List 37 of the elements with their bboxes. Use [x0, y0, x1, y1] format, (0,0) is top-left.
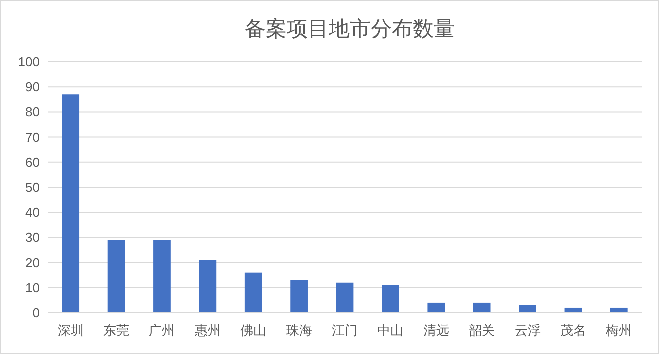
- y-tick-label: 10: [26, 280, 40, 296]
- y-tick-label: 60: [26, 154, 40, 170]
- bar: [519, 305, 536, 313]
- bar: [244, 272, 262, 313]
- x-tick-label: 梅州: [605, 323, 632, 338]
- x-tick-label: 云浮: [514, 323, 541, 338]
- y-tick-label: 90: [26, 80, 40, 95]
- x-tick-label: 东莞: [104, 323, 130, 338]
- x-tick-label: 茂名: [560, 323, 586, 338]
- bar: [382, 285, 400, 313]
- bar: [199, 260, 217, 313]
- x-tick-label: 佛山: [240, 323, 267, 338]
- x-tick-label: 深圳: [58, 323, 84, 338]
- y-tick-label: 70: [26, 130, 40, 145]
- y-tick-label: 50: [26, 180, 40, 195]
- title: 备案项目地市分布数量: [245, 18, 455, 41]
- x-tick-label: 韶关: [469, 323, 496, 338]
- x-tick-label: 广州: [149, 323, 176, 338]
- bar: [473, 302, 491, 313]
- x-tick-label: 清远: [423, 323, 450, 338]
- bar: [428, 302, 446, 313]
- y-tick-label: 100: [18, 54, 40, 70]
- y-tick-label: 0: [32, 306, 40, 320]
- bar: [610, 308, 628, 313]
- y-tick-label: 40: [26, 205, 40, 220]
- x-tick-label: 中山: [378, 323, 404, 338]
- bar: [336, 282, 354, 313]
- x-tick-label: 惠州: [194, 323, 221, 338]
- x-tick-label: 珠海: [286, 323, 312, 338]
- bar: [154, 240, 171, 313]
- bar: [108, 240, 126, 313]
- y-tick-label: 20: [26, 255, 40, 270]
- x-tick-label: 江门: [332, 323, 358, 338]
- y-tick-label: 80: [26, 104, 40, 120]
- y-tick-label: 30: [26, 230, 40, 246]
- bar: [290, 280, 308, 313]
- bar: [62, 94, 80, 313]
